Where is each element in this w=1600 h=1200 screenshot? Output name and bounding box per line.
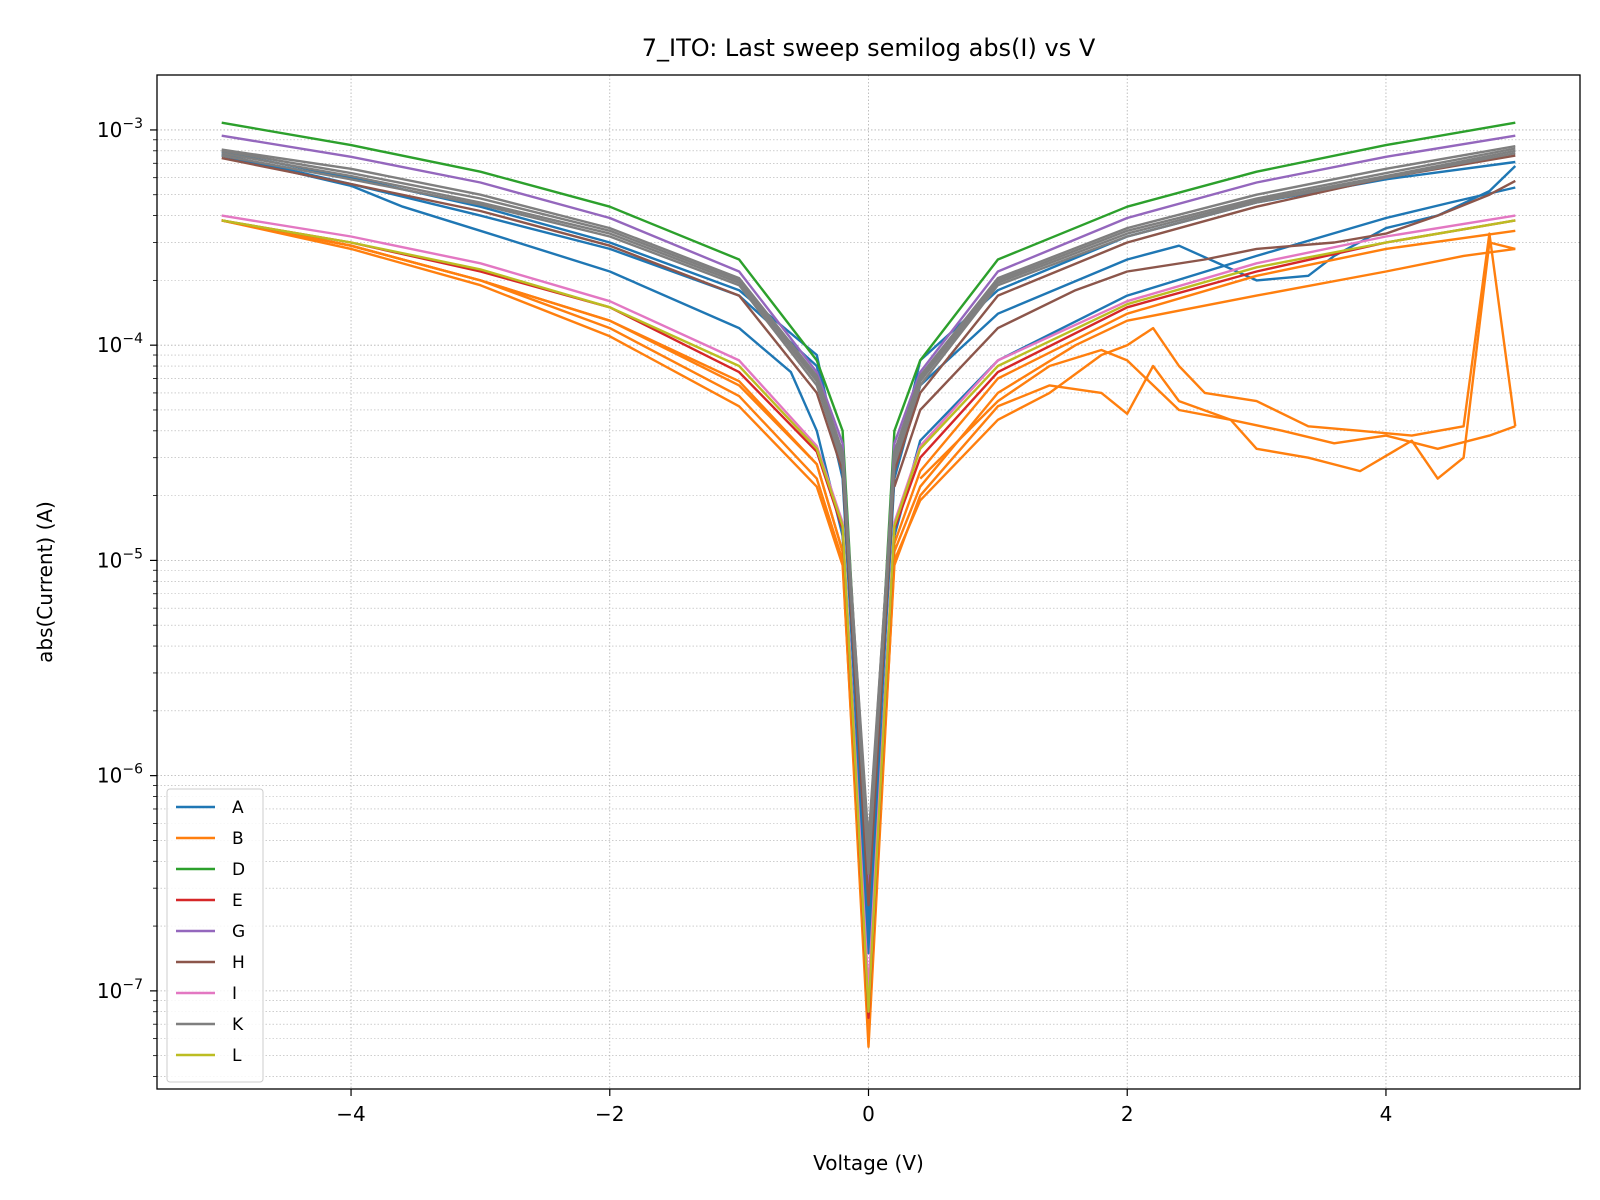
series-line-B [221, 219, 1516, 1026]
legend-label-H: H [232, 953, 245, 973]
x-tick-label: −2 [595, 1102, 624, 1126]
x-tick-label: −4 [336, 1102, 365, 1126]
y-tick-mantissa: 10 [97, 118, 122, 142]
series-line-H [221, 154, 1516, 907]
y-tick-mantissa: 10 [97, 548, 122, 572]
series-line-H [893, 179, 1516, 488]
series-L [221, 219, 1516, 1013]
series-line-B [221, 219, 1517, 1048]
x-tick-label: 4 [1380, 1102, 1393, 1126]
series-line-A [221, 153, 1517, 938]
legend-label-E: E [232, 891, 243, 911]
legend-label-A: A [232, 798, 244, 818]
legend-label-G: G [232, 922, 245, 942]
legend-box [166, 788, 264, 1083]
plot-lines [221, 121, 1517, 1048]
y-tick-exponent: −4 [122, 331, 143, 347]
series-line-K [221, 145, 1516, 852]
legend-label-I: I [232, 984, 237, 1004]
series-lines [221, 121, 1517, 1048]
y-tick-exponent: −7 [122, 977, 143, 993]
y-tick-label: 10−3 [97, 116, 143, 142]
axis-ticks: −4 −2 0 2 410−310−410−510−610−7 [97, 116, 1392, 1126]
y-tick-mantissa: 10 [97, 333, 122, 357]
series-line-K [221, 152, 1516, 875]
series-line-B [221, 219, 1516, 1026]
legend-label-D: D [232, 860, 245, 880]
y-tick-mantissa: 10 [97, 764, 122, 788]
series-H [221, 154, 1516, 907]
y-tick-exponent: −6 [122, 762, 143, 778]
series-line-E [221, 219, 1516, 1019]
y-axis-label: abs(Current) (A) [33, 501, 57, 663]
y-tick-label: 10−7 [97, 977, 143, 1003]
legend-label-L: L [232, 1046, 242, 1066]
chart-title: 7_ITO: Last sweep semilog abs(I) vs V [642, 34, 1096, 62]
y-tick-label: 10−5 [97, 546, 143, 572]
y-tick-label: 10−6 [97, 762, 143, 788]
x-tick-label: 2 [1121, 1102, 1134, 1126]
series-K [221, 145, 1516, 875]
legend-label-B: B [232, 829, 244, 849]
y-tick-exponent: −3 [122, 116, 143, 132]
y-tick-label: 10−4 [97, 331, 143, 357]
y-tick-exponent: −5 [122, 546, 143, 562]
y-tick-mantissa: 10 [97, 979, 122, 1003]
x-tick-label: 0 [862, 1102, 875, 1126]
series-line-B [919, 348, 1516, 480]
legend-label-K: K [232, 1015, 244, 1035]
series-line-L [221, 219, 1516, 1013]
series-E [221, 219, 1516, 1019]
x-axis-label: Voltage (V) [813, 1151, 924, 1175]
